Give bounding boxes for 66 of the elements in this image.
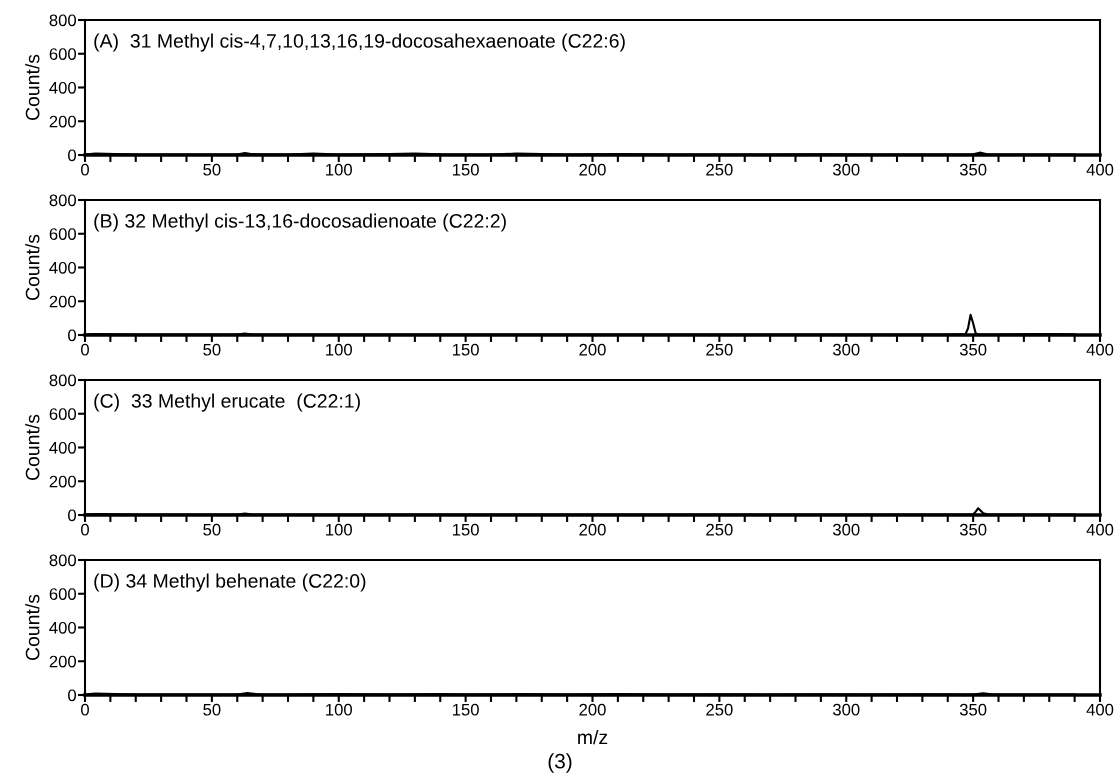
x-tick-label: 100	[326, 343, 352, 356]
x-tick-label: 50	[203, 343, 221, 356]
x-tick-label: 350	[959, 523, 987, 536]
x-tick-label: 250	[706, 163, 733, 176]
y-axis-title: Count/s	[25, 594, 40, 661]
x-tick-label: 250	[706, 343, 733, 356]
y-tick-label: 200	[49, 295, 77, 308]
y-axis-title: Count/s	[25, 414, 40, 481]
y-tick-label: 400	[49, 261, 77, 274]
y-tick-label: 400	[49, 81, 77, 94]
y-tick-label: 200	[49, 475, 77, 488]
x-tick-label: 50	[203, 703, 221, 716]
text: (C) 33 Methyl erucate (C22:1)	[94, 393, 360, 412]
y-tick-label: 400	[49, 621, 77, 634]
y-axis-title: Count/s	[25, 234, 40, 301]
y-tick-label: 600	[49, 48, 77, 60]
x-tick-label: 300	[832, 523, 860, 536]
y-tick-label: 600	[49, 408, 77, 420]
x-tick-label: 0	[81, 703, 89, 716]
x-tick-label: 400	[1086, 703, 1114, 716]
x-tick-label: 400	[1086, 343, 1114, 356]
x-tick-label: 400	[1086, 163, 1114, 176]
y-tick-label: 0	[68, 689, 77, 702]
y-tick-label: 800	[49, 374, 77, 387]
x-tick-label: 300	[832, 343, 860, 356]
x-tick-label: 100	[326, 523, 352, 536]
x-tick-label: 300	[832, 703, 860, 716]
x-tick-label: 350	[959, 703, 987, 716]
x-tick-label: 150	[452, 703, 479, 716]
x-tick-label: 50	[203, 523, 221, 536]
y-axis-title: Count/s	[25, 54, 40, 121]
x-tick-label: 200	[579, 703, 606, 716]
x-tick-label: 200	[579, 523, 606, 536]
x-axis-title: m/z	[578, 729, 608, 745]
text: (B) 32 Methyl cis-13,16-docosadienoate (C22:2)	[94, 213, 506, 232]
y-tick-label: 0	[68, 329, 77, 342]
y-tick-label: 400	[49, 441, 77, 454]
x-tick-label: 100	[326, 703, 352, 716]
x-tick-label: 350	[959, 163, 987, 176]
y-tick-label: 600	[49, 228, 77, 240]
text: (A) 31 Methyl cis-4,7,10,13,16,19-docosahexaenoate (C22:6)	[94, 33, 625, 52]
y-tick-label: 800	[49, 14, 77, 27]
y-tick-label: 800	[49, 194, 77, 207]
x-tick-label: 150	[452, 523, 479, 536]
x-tick-label: 250	[706, 703, 733, 716]
x-tick-label: 100	[326, 163, 352, 176]
y-tick-label: 0	[68, 509, 77, 522]
x-tick-label: 350	[959, 343, 987, 356]
text: (3)	[548, 753, 572, 773]
y-tick-label: 800	[49, 554, 77, 567]
x-tick-label: 0	[81, 163, 89, 176]
x-tick-label: 200	[579, 343, 606, 356]
x-tick-label: 0	[81, 523, 89, 536]
x-tick-label: 250	[706, 523, 733, 536]
x-tick-label: 300	[832, 163, 860, 176]
y-tick-label: 600	[49, 588, 77, 600]
x-tick-label: 400	[1086, 523, 1114, 536]
y-tick-label: 200	[49, 115, 77, 128]
x-tick-label: 50	[203, 163, 221, 176]
y-tick-label: 0	[68, 149, 77, 162]
text: (D) 34 Methyl behenate (C22:0)	[94, 573, 366, 592]
x-tick-label: 150	[452, 163, 479, 176]
x-tick-label: 0	[81, 343, 89, 356]
y-tick-label: 200	[49, 655, 77, 668]
x-tick-label: 150	[452, 343, 479, 356]
x-tick-label: 200	[579, 163, 606, 176]
